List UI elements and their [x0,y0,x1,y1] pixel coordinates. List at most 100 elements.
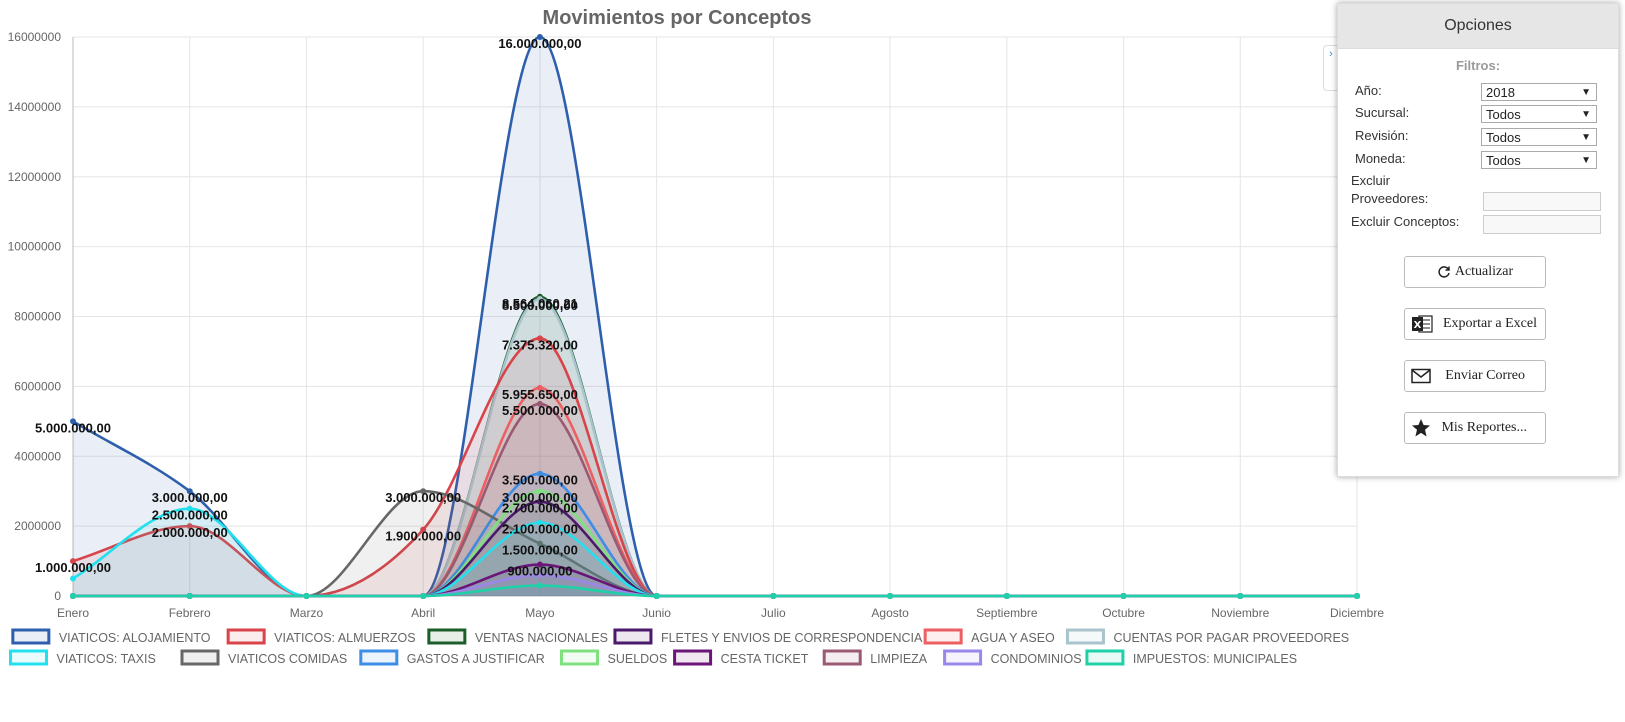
data-label: 8.564.060,21 [502,296,578,311]
dropdown-arrow-icon: ▼ [1581,87,1591,98]
legend-swatch [359,649,399,666]
series-area [73,37,1357,596]
update-button[interactable]: Actualizar [1404,256,1546,288]
legend-label: FLETES Y ENVIOS DE CORRESPONDENCIA [661,631,923,645]
currency-select[interactable]: Todos ▼ [1481,151,1597,169]
data-label: 3.000.000,00 [502,490,578,505]
dropdown-arrow-icon: ▼ [1581,155,1591,166]
data-label: 2.100.000,00 [502,522,578,537]
legend-label: CUENTAS POR PAGAR PROVEEDORES [1113,631,1349,645]
legend-item[interactable]: CESTA TICKET [673,649,809,666]
legend-item[interactable]: LIMPIEZA [822,649,928,666]
review-select[interactable]: Todos ▼ [1481,128,1597,146]
y-tick-label: 12000000 [8,170,62,184]
refresh-icon [1437,265,1451,279]
x-tick-label: Marzo [290,606,324,620]
year-label: Año: [1355,83,1382,98]
x-tick-label: Abril [411,606,435,620]
exclude-concepts-input[interactable] [1483,215,1601,234]
series-line [72,295,1357,598]
series-area [73,491,1357,596]
review-value: Todos [1486,130,1521,145]
data-point [420,593,427,599]
legend-swatch [180,649,220,666]
legend-item[interactable]: GASTOS A JUSTIFICAR [359,649,545,666]
year-select[interactable]: 2018 ▼ [1481,83,1597,101]
legend-label: SUELDOS [608,652,668,666]
legend-item[interactable]: FLETES Y ENVIOS DE CORRESPONDENCIA [613,628,923,645]
send-mail-button[interactable]: Enviar Correo [1404,360,1546,392]
dropdown-arrow-icon: ▼ [1581,109,1591,120]
data-point [420,488,427,495]
grid-lines [72,36,1358,597]
legend-swatch [427,628,467,645]
legend-swatch [822,649,862,666]
data-point [536,296,543,303]
data-point [536,519,543,526]
legend-label: GASTOS A JUSTIFICAR [407,652,545,666]
data-point [536,335,543,342]
legend-swatch [613,628,653,645]
data-point [70,575,76,582]
data-label: 2.500.000,00 [152,508,228,523]
data-point [536,34,543,40]
legend-item[interactable]: VIATICOS: ALOJAMIENTO [11,628,211,645]
branch-select[interactable]: Todos ▼ [1481,105,1597,123]
data-label: 5.955.650,00 [502,387,578,402]
x-tick-label: Febrero [169,606,211,620]
data-point [70,593,76,599]
legend-item[interactable]: AGUA Y ASEO [923,628,1055,645]
my-reports-button[interactable]: Mis Reportes... [1404,412,1546,444]
legend-swatch [560,649,599,666]
legend-swatch [11,628,51,645]
series-line [72,386,1357,598]
data-point [1354,593,1360,599]
data-label: 5.000.000,00 [35,420,111,435]
filters-title: Filtros: [1455,58,1501,73]
legend-swatch [943,649,983,666]
data-point [536,572,543,579]
data-label: 7.375.320,00 [502,337,578,352]
data-label: 1.000.000,00 [35,560,111,575]
legend-swatch [1065,628,1105,645]
legend-swatch [226,628,266,645]
export-excel-button[interactable]: X Exportar a Excel [1404,308,1546,340]
currency-label: Moneda: [1355,151,1406,166]
star-icon [1411,418,1431,438]
y-tick-label: 4000000 [14,449,61,463]
exclude-suppliers-input[interactable] [1483,192,1601,211]
data-label: 16.000.000,00 [498,36,581,51]
data-label: 900.000,00 [507,564,572,579]
data-point [1120,593,1127,599]
legend-item[interactable]: VIATICOS COMIDAS [180,649,347,666]
svg-text:X: X [1414,320,1422,331]
y-tick-label: 0 [54,589,61,603]
data-point [536,561,543,568]
series-area [73,387,1357,596]
legend-item[interactable]: IMPUESTOS: MUNICIPALES [1085,649,1297,666]
data-point [420,526,427,533]
legend-item[interactable]: CONDOMINIOS [943,649,1082,666]
legend: VIATICOS: ALOJAMIENTO VIATICOS: ALMUERZOS… [9,628,1349,666]
data-point [536,540,543,547]
panel-collapse-tab[interactable]: › [1323,45,1338,91]
data-point [536,582,543,589]
data-point [186,593,193,599]
legend-item[interactable]: VIATICOS: TAXIS [9,649,156,666]
legend-label: VIATICOS COMIDAS [228,652,347,666]
legend-item[interactable]: VIATICOS: ALMUERZOS [226,628,416,645]
data-point [303,593,310,599]
data-point [536,400,543,407]
exclude-suppliers-label-1: Excluir [1351,173,1391,188]
data-label: 1.500.000,00 [502,543,578,558]
legend-item[interactable]: SUELDOS [560,649,668,666]
legend-item[interactable]: CUENTAS POR PAGAR PROVEEDORES [1065,628,1349,645]
legend-item[interactable]: VENTAS NACIONALES [427,628,608,645]
panel-title: Opciones [1338,4,1618,49]
data-point [536,470,543,477]
branch-value: Todos [1486,107,1521,122]
data-label: 2.000.000,00 [152,525,228,540]
legend-swatch [1085,649,1125,666]
legend-label: VIATICOS: TAXIS [57,652,156,666]
